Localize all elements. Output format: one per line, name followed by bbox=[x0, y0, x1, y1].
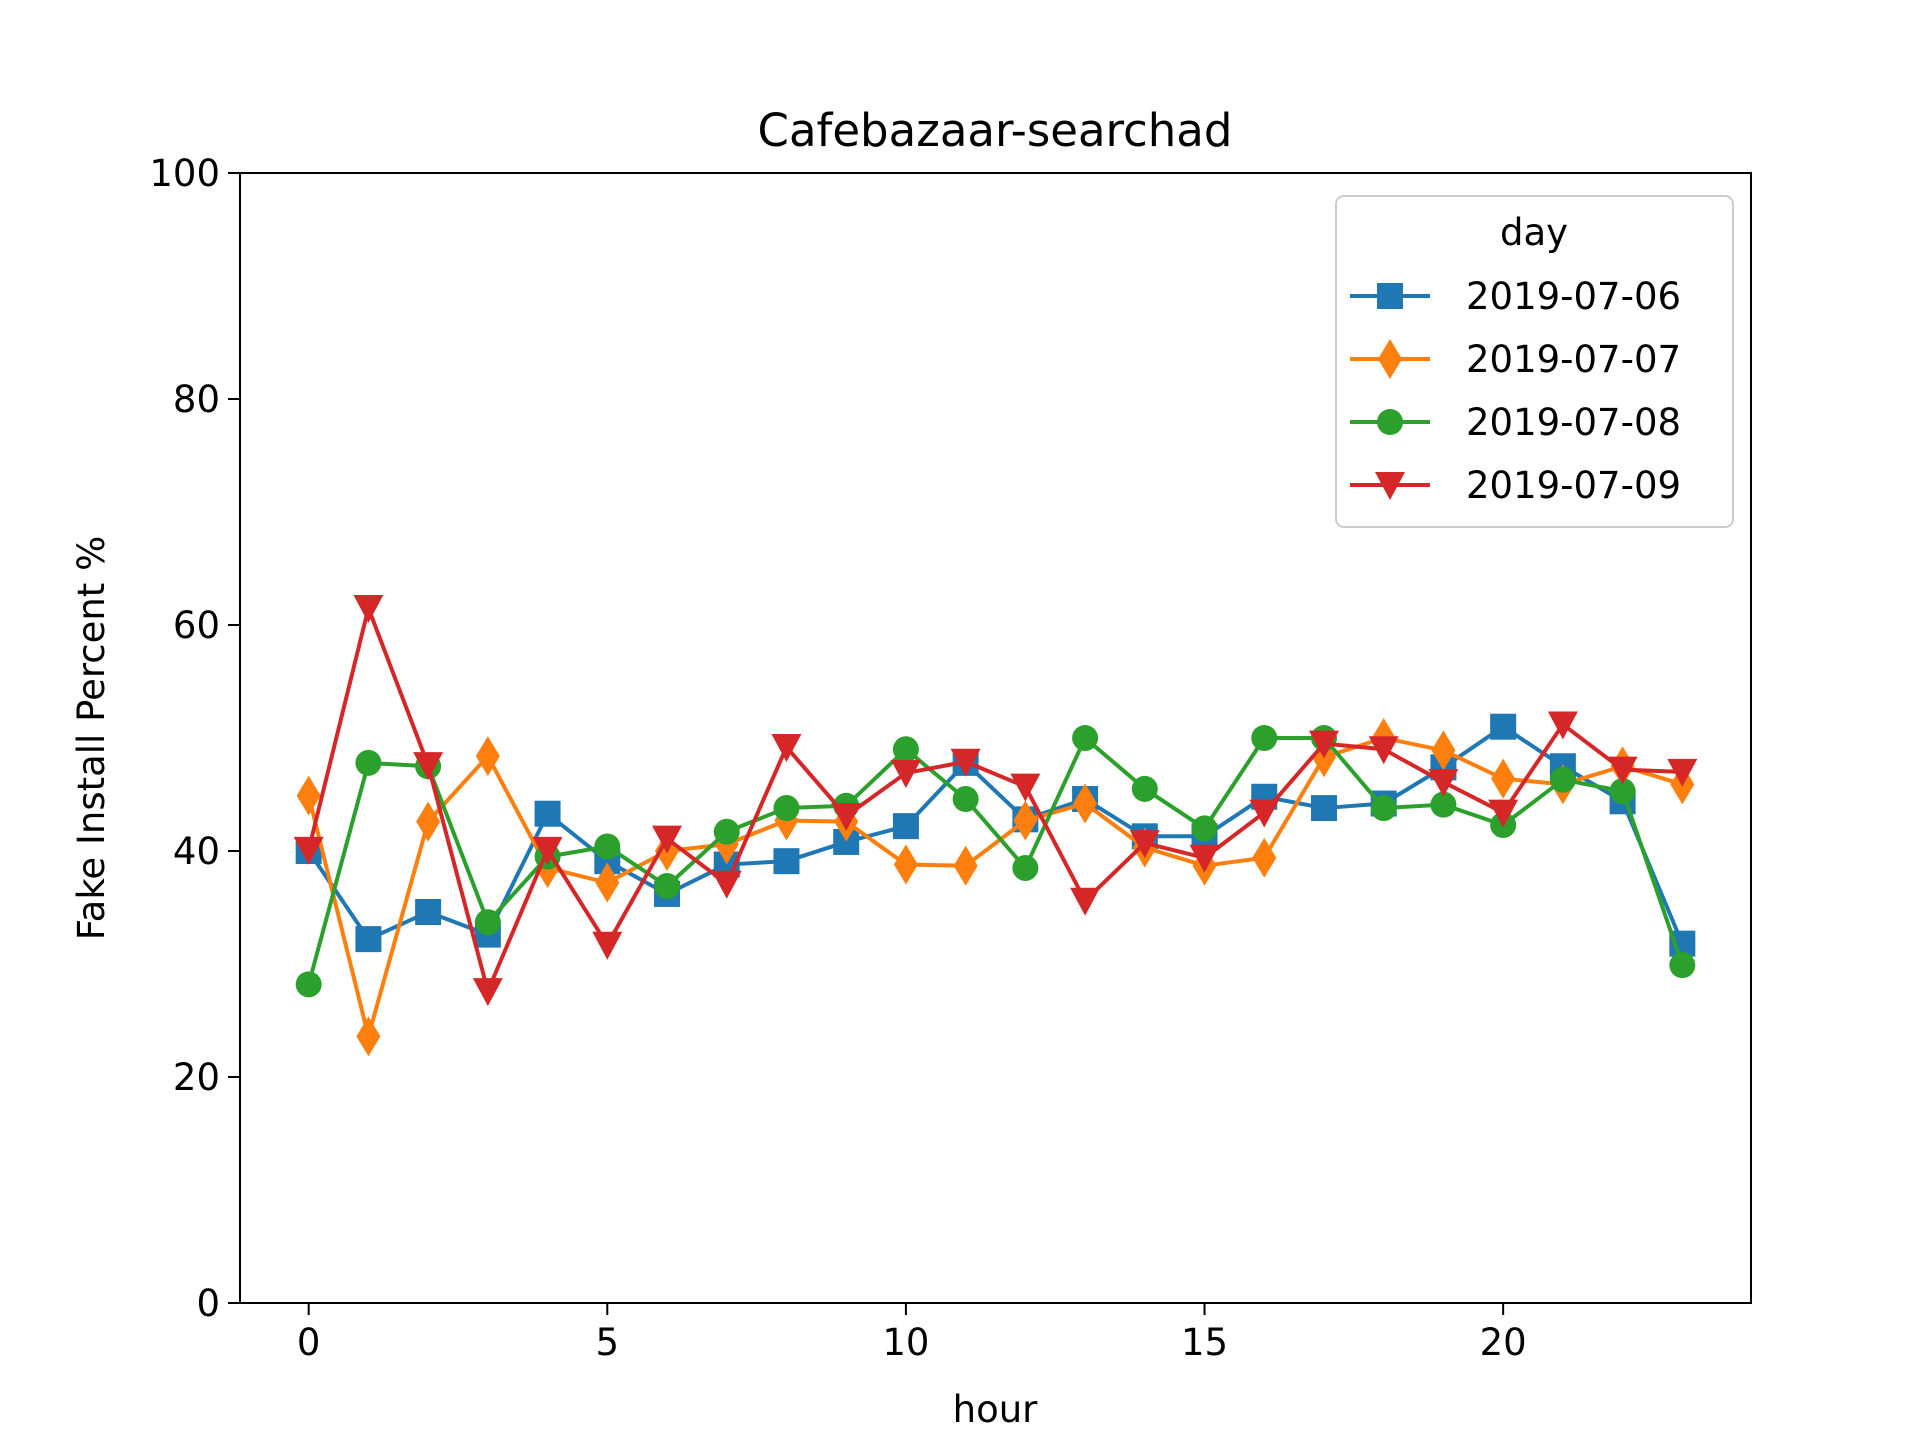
legend-label: 2019-07-07 bbox=[1466, 338, 1681, 381]
data-point bbox=[415, 899, 442, 926]
data-point bbox=[654, 873, 681, 900]
data-point bbox=[892, 813, 919, 840]
series-2019-07-09 bbox=[293, 595, 1698, 1007]
data-point bbox=[416, 801, 441, 842]
plot-frame bbox=[239, 172, 1752, 1304]
data-point bbox=[773, 848, 800, 875]
data-point bbox=[1072, 725, 1099, 751]
y-tick-label: 20 bbox=[173, 1056, 220, 1099]
x-tick-label: 5 bbox=[596, 1321, 620, 1364]
data-point bbox=[532, 836, 563, 865]
series-line bbox=[306, 606, 1683, 994]
data-point bbox=[1191, 815, 1218, 842]
legend-marker bbox=[1378, 339, 1402, 379]
data-point bbox=[831, 802, 862, 831]
data-point bbox=[295, 971, 322, 998]
y-axis: 0 20 40 60 80 100 bbox=[149, 152, 240, 1325]
data-point bbox=[890, 760, 921, 789]
legend-label: 2019-07-08 bbox=[1466, 401, 1681, 444]
legend-label: 2019-07-06 bbox=[1466, 275, 1681, 318]
legend-entry: 2019-07-08 bbox=[1350, 401, 1681, 444]
legend-marker bbox=[1377, 409, 1403, 435]
data-point bbox=[953, 845, 978, 886]
y-axis-label: Fake Install Percent % bbox=[70, 536, 113, 940]
data-point bbox=[474, 909, 501, 936]
data-point bbox=[1368, 736, 1399, 765]
data-point bbox=[355, 926, 382, 953]
data-point bbox=[1370, 795, 1397, 822]
data-point bbox=[892, 736, 919, 763]
y-tick-label: 60 bbox=[173, 604, 220, 647]
data-point bbox=[356, 1016, 381, 1057]
x-tick-label: 0 bbox=[297, 1321, 321, 1364]
data-point bbox=[771, 734, 802, 763]
data-point bbox=[711, 870, 742, 899]
data-point bbox=[1252, 837, 1277, 878]
y-tick-label: 100 bbox=[149, 152, 220, 195]
data-point bbox=[773, 795, 800, 822]
data-point bbox=[296, 775, 321, 816]
legend-entry: 2019-07-09 bbox=[1350, 464, 1681, 507]
data-point bbox=[1070, 887, 1101, 916]
y-tick-label: 80 bbox=[173, 378, 220, 421]
y-tick-label: 0 bbox=[196, 1282, 220, 1325]
data-point bbox=[1308, 730, 1339, 759]
data-point bbox=[1607, 756, 1638, 785]
data-point bbox=[1431, 730, 1456, 771]
data-point bbox=[1129, 830, 1160, 859]
data-point bbox=[1249, 799, 1280, 828]
data-point bbox=[595, 862, 620, 903]
legend-entry: 2019-07-06 bbox=[1350, 275, 1681, 318]
data-point bbox=[472, 978, 503, 1007]
data-point bbox=[1428, 769, 1459, 798]
data-point bbox=[353, 595, 384, 624]
data-point bbox=[1430, 791, 1457, 818]
data-point bbox=[1549, 766, 1576, 793]
data-point bbox=[1669, 952, 1696, 979]
data-point bbox=[893, 844, 918, 885]
legend-title: day bbox=[1500, 211, 1568, 254]
data-point bbox=[293, 836, 324, 865]
data-point bbox=[355, 749, 382, 776]
legend-entries: 2019-07-06 2019-07-07 2019-07-08 2019-07-09 bbox=[1350, 275, 1681, 507]
data-point bbox=[475, 736, 500, 777]
data-point bbox=[1310, 795, 1337, 822]
x-tick-label: 20 bbox=[1480, 1321, 1527, 1364]
data-point bbox=[950, 748, 981, 777]
legend-entry: 2019-07-07 bbox=[1350, 338, 1681, 381]
data-point bbox=[1073, 783, 1098, 824]
x-axis: 0 5 10 15 20 bbox=[297, 1303, 1527, 1364]
data-point bbox=[1490, 713, 1517, 740]
series-layer bbox=[293, 595, 1698, 1057]
x-tick-label: 10 bbox=[882, 1321, 929, 1364]
data-point bbox=[1491, 758, 1516, 799]
data-point bbox=[592, 931, 623, 960]
data-point bbox=[1251, 725, 1278, 751]
legend-box bbox=[1335, 195, 1734, 528]
data-point bbox=[1012, 854, 1039, 881]
data-point bbox=[1488, 799, 1519, 828]
data-point bbox=[952, 786, 979, 813]
data-point bbox=[1131, 775, 1158, 802]
x-axis-label: hour bbox=[953, 1388, 1039, 1431]
data-point bbox=[1189, 844, 1220, 873]
data-point bbox=[1013, 800, 1038, 841]
legend-label: 2019-07-09 bbox=[1466, 464, 1681, 507]
data-point bbox=[594, 833, 621, 860]
x-tick-label: 15 bbox=[1181, 1321, 1228, 1364]
data-point bbox=[1609, 778, 1636, 805]
legend: day 2019-07-062019-07-072019-07-082019-0… bbox=[1335, 195, 1734, 528]
data-point bbox=[1010, 773, 1041, 802]
data-point bbox=[713, 818, 740, 845]
chart-title: Cafebazaar-searchad bbox=[758, 104, 1233, 157]
data-point bbox=[534, 800, 561, 827]
legend-marker bbox=[1375, 472, 1405, 500]
data-point bbox=[652, 825, 683, 854]
legend-marker bbox=[1377, 283, 1403, 309]
data-point bbox=[1667, 758, 1698, 787]
data-point bbox=[1547, 711, 1578, 740]
data-point bbox=[413, 752, 444, 781]
y-tick-label: 40 bbox=[173, 830, 220, 873]
